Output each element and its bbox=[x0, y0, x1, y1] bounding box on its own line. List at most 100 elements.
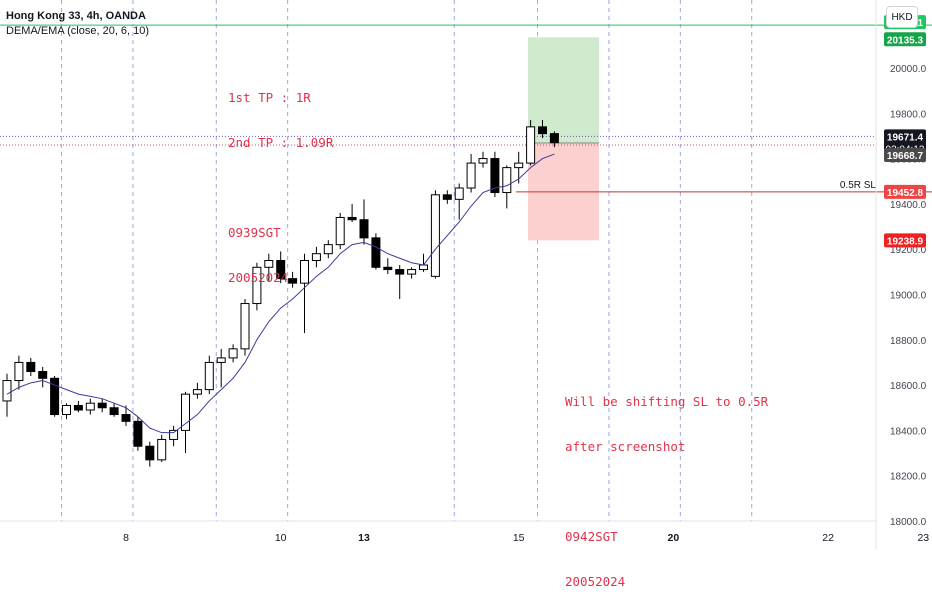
candle-14 bbox=[169, 425, 179, 447]
candle-body-3 bbox=[38, 370, 48, 379]
candle-5 bbox=[62, 403, 71, 420]
candle-body-46 bbox=[549, 133, 559, 144]
candle-body-6 bbox=[73, 404, 83, 411]
tp2-note: 2nd TP : 1.09R bbox=[228, 135, 334, 150]
candle-21 bbox=[252, 262, 262, 311]
candle-body-30 bbox=[359, 219, 369, 239]
candle-body-0 bbox=[2, 380, 12, 402]
candle-45 bbox=[538, 120, 547, 139]
candle-12 bbox=[145, 441, 155, 467]
bottom-annotation: Will be shifting SL to 0.5R after screen… bbox=[565, 364, 768, 604]
candle-body-45 bbox=[538, 126, 547, 135]
candle-body-28 bbox=[335, 216, 345, 246]
top-note-time: 0939SGT bbox=[228, 225, 281, 240]
time-tick-10: 10 bbox=[275, 532, 287, 544]
candle-7 bbox=[85, 398, 95, 415]
price-tick-4: 18800.0 bbox=[890, 336, 927, 347]
candle-body-23 bbox=[276, 260, 286, 280]
candle-body-22 bbox=[264, 260, 274, 268]
candle-31 bbox=[371, 233, 381, 270]
candle-25 bbox=[300, 253, 309, 333]
half-r-sl-label: 0.5R SL bbox=[840, 180, 877, 191]
candle-40 bbox=[478, 151, 488, 168]
candle-body-25 bbox=[300, 260, 309, 284]
dema-ema-line bbox=[6, 153, 555, 434]
candle-9 bbox=[109, 403, 119, 417]
tp1-price-label: 20135.3 bbox=[887, 35, 924, 46]
candle-34 bbox=[407, 267, 417, 279]
candle-body-41 bbox=[490, 158, 500, 194]
currency-button[interactable]: HKD bbox=[886, 6, 918, 28]
candle-body-2 bbox=[26, 361, 36, 372]
candle-body-5 bbox=[62, 404, 71, 416]
entry-price-label: 19668.7 bbox=[887, 151, 924, 162]
candle-body-13 bbox=[157, 438, 167, 461]
candle-2 bbox=[26, 357, 36, 377]
price-tick-6: 19200.0 bbox=[890, 245, 927, 256]
candle-46 bbox=[549, 131, 559, 148]
indicator-label[interactable]: DEMA/EMA (close, 20, 6, 10) bbox=[6, 25, 150, 37]
chart-root[interactable]: 0.5R SL 18000.0 18200.0 18400.0 18600.0 1880… bbox=[0, 0, 932, 550]
candle-41 bbox=[490, 151, 500, 198]
candle-27 bbox=[323, 240, 333, 259]
current-price-label: 19671.4 bbox=[887, 132, 924, 143]
candle-18 bbox=[216, 348, 226, 388]
candle-28 bbox=[335, 212, 345, 250]
candle-36 bbox=[430, 190, 440, 279]
top-note-date: 20052024 bbox=[228, 270, 289, 285]
candle-body-29 bbox=[347, 216, 357, 221]
bottom-note-spacer: ​ bbox=[565, 484, 768, 499]
candle-17 bbox=[204, 355, 214, 395]
price-tick-3: 18600.0 bbox=[890, 381, 927, 392]
candle-body-8 bbox=[97, 402, 107, 409]
candle-body-20 bbox=[240, 303, 250, 350]
candle-body-27 bbox=[323, 244, 333, 255]
candle-body-11 bbox=[133, 420, 143, 447]
price-tick-9: 19800.0 bbox=[890, 109, 927, 120]
candle-0 bbox=[2, 373, 12, 417]
candle-19 bbox=[228, 344, 238, 363]
candle-body-37 bbox=[442, 194, 452, 200]
tp1-price-label-bg bbox=[884, 32, 926, 47]
candle-body-35 bbox=[419, 264, 428, 271]
candle-15 bbox=[181, 391, 190, 454]
sl-price-label: 19238.9 bbox=[887, 236, 924, 247]
time-tick-20: 20 bbox=[668, 532, 680, 544]
candle-body-19 bbox=[228, 348, 238, 359]
candle-32 bbox=[383, 258, 393, 275]
candlestick-chart[interactable]: 0.5R SL 18000.0 18200.0 18400.0 18600.0 1880… bbox=[0, 0, 932, 550]
sl-shift-note-2: after screenshot bbox=[565, 439, 686, 454]
candle-24 bbox=[288, 271, 298, 288]
candle-4 bbox=[50, 376, 60, 417]
candle-body-38 bbox=[454, 187, 464, 200]
candle-26 bbox=[311, 246, 321, 268]
candle-44 bbox=[526, 120, 536, 166]
candle-42 bbox=[502, 165, 512, 209]
candle-body-10 bbox=[121, 414, 131, 422]
candle-10 bbox=[121, 405, 131, 426]
candle-body-31 bbox=[371, 237, 381, 268]
candle-39 bbox=[466, 154, 476, 193]
symbol-title[interactable]: Hong Kong 33, 4h, OANDA bbox=[6, 10, 146, 22]
candle-body-40 bbox=[478, 158, 488, 164]
candle-3 bbox=[38, 366, 48, 388]
profit-zone bbox=[528, 37, 599, 144]
time-tick-15: 15 bbox=[513, 532, 525, 544]
candle-38 bbox=[454, 183, 464, 220]
candle-body-7 bbox=[85, 402, 95, 411]
candle-20 bbox=[240, 299, 250, 356]
candle-body-26 bbox=[311, 253, 321, 261]
half-r-price-label-bg bbox=[884, 184, 926, 199]
price-tick-1: 18200.0 bbox=[890, 472, 927, 483]
candle-23 bbox=[276, 251, 286, 284]
candle-body-18 bbox=[216, 357, 226, 363]
time-tick-13: 13 bbox=[358, 532, 370, 544]
top-note-spacer: ​ bbox=[228, 180, 333, 195]
sl-shift-note: Will be shifting SL to 0.5R bbox=[565, 394, 769, 409]
chart-legend: Hong Kong 33, 4h, OANDA DEMA/EMA (close,… bbox=[6, 9, 149, 39]
entry-price-label-bg bbox=[884, 148, 926, 163]
candle-6 bbox=[73, 400, 83, 413]
tp1-note: 1st TP : 1R bbox=[228, 90, 311, 105]
candle-22 bbox=[264, 253, 274, 281]
bottom-note-time: 0942SGT bbox=[565, 529, 618, 544]
